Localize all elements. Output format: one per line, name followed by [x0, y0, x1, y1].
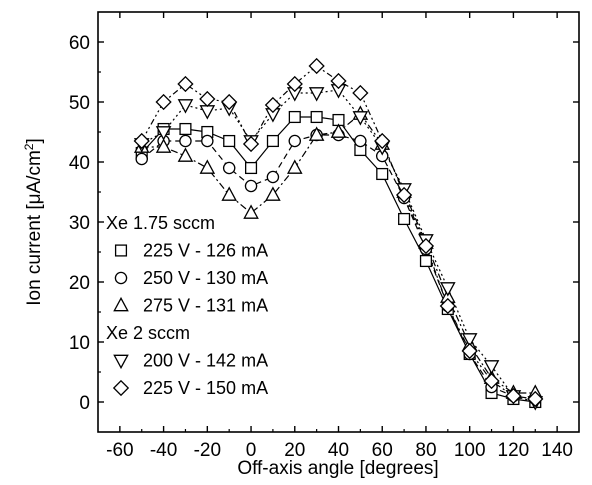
x-tick-label: 120: [498, 440, 530, 461]
data-point-series-4: [440, 282, 456, 297]
data-point-series-3: [243, 204, 259, 219]
data-point-series-5: [461, 342, 478, 360]
data-point-series-5: [199, 90, 216, 108]
axes: -60 -40 -20 0 20 40 60 80 100 120 140 0 10 20 30 40 50 60: [69, 12, 579, 461]
data-point-series-3: [265, 186, 281, 201]
legend-group-title: Xe 1.75 sccm: [106, 213, 215, 233]
legend-marker-3: [113, 296, 129, 312]
data-point-series-2: [354, 134, 367, 148]
data-point-series-5: [417, 237, 435, 255]
data-point-series-5: [308, 57, 325, 75]
x-tick-label: -60: [106, 440, 133, 461]
legend-group-title: Xe 2 sccm: [106, 323, 190, 343]
y-axis-title-superscript: 2: [22, 143, 36, 150]
y-tick-label: 20: [69, 273, 90, 294]
data-point-series-2: [244, 179, 258, 193]
data-point-series-4: [177, 99, 194, 114]
y-axis-title-text: Ion current [μA/cm: [24, 150, 45, 306]
data-point-series-5: [483, 372, 500, 390]
data-point-series-5: [505, 387, 522, 405]
data-point-series-5: [527, 390, 544, 408]
data-point-series-2: [135, 152, 148, 166]
data-point-series-2: [179, 134, 192, 148]
y-axis-title-close: ]: [24, 138, 45, 143]
legend-marker-2: [114, 271, 128, 285]
y-axis-title: Ion current [μA/cm2]: [22, 138, 45, 306]
data-point-series-1: [179, 122, 192, 136]
data-point-series-5: [352, 84, 369, 102]
data-point-series-3: [308, 126, 325, 141]
data-point-series-5: [264, 96, 282, 114]
x-tick-label: 20: [284, 440, 305, 461]
legend-label-3: 275 V - 131 mA: [143, 296, 268, 316]
x-tick-label: 60: [372, 440, 393, 461]
data-point-series-2: [266, 170, 280, 184]
data-point-series-3: [177, 147, 194, 162]
data-point-series-5: [242, 135, 260, 153]
data-point-series-4: [352, 111, 369, 126]
legend-label-5: 225 V - 150 mA: [143, 378, 268, 398]
legend-label-2: 250 V - 130 mA: [143, 268, 268, 288]
legend-label-4: 200 V - 142 mA: [143, 351, 268, 371]
data-point-series-1: [398, 212, 411, 226]
y-tick-label: 10: [69, 333, 90, 354]
data-point-series-5: [395, 186, 413, 204]
data-point-series-5: [133, 132, 150, 150]
x-tick-label: 80: [415, 440, 436, 461]
data-point-series-3: [286, 159, 303, 174]
y-tick-label: 40: [69, 153, 90, 174]
series-markers: [133, 57, 544, 411]
y-tick-label: 30: [69, 213, 90, 234]
data-point-series-5: [374, 132, 391, 150]
y-tick-label: 0: [79, 393, 90, 414]
data-point-series-2: [201, 134, 214, 148]
data-point-series-3: [330, 123, 347, 138]
data-point-series-4: [461, 333, 478, 348]
legend-label-1: 225 V - 126 mA: [143, 241, 268, 261]
y-tick-label: 50: [69, 93, 90, 114]
x-tick-label: 100: [454, 440, 486, 461]
data-point-series-5: [286, 75, 303, 93]
data-point-series-5: [439, 297, 456, 315]
data-point-series-3: [221, 186, 237, 201]
data-point-series-2: [288, 134, 302, 148]
data-point-series-5: [155, 93, 172, 111]
data-point-series-1: [244, 161, 258, 175]
y-tick-label: 60: [69, 33, 90, 54]
data-point-series-1: [266, 134, 279, 148]
x-tick-label: 40: [328, 440, 349, 461]
data-point-series-3: [155, 138, 172, 153]
data-point-series-1: [419, 254, 433, 268]
data-point-series-1: [288, 110, 301, 124]
data-point-series-4: [155, 126, 172, 141]
x-tick-label: 140: [541, 440, 573, 461]
data-point-series-4: [483, 360, 500, 375]
data-point-series-4: [308, 87, 325, 102]
x-tick-label: -40: [150, 440, 177, 461]
x-axis-title: Off-axis angle [degrees]: [237, 458, 438, 479]
legend: Xe 1.75 sccm 225 V - 126 mA 250 V - 130 mA…: [106, 213, 268, 398]
x-tick-label: -20: [194, 440, 221, 461]
data-point-series-3: [199, 159, 216, 174]
data-point-series-5: [177, 75, 194, 93]
legend-marker-1: [114, 244, 128, 257]
x-tick-label: 0: [246, 440, 257, 461]
data-point-series-5: [221, 93, 238, 111]
legend-marker-4: [113, 354, 129, 370]
data-point-series-4: [199, 105, 216, 120]
data-point-series-2: [222, 161, 236, 175]
data-point-series-1: [376, 167, 389, 181]
data-point-series-5: [330, 72, 347, 90]
data-point-series-1: [223, 134, 236, 148]
data-point-series-1: [310, 110, 323, 124]
legend-marker-5: [112, 379, 130, 397]
